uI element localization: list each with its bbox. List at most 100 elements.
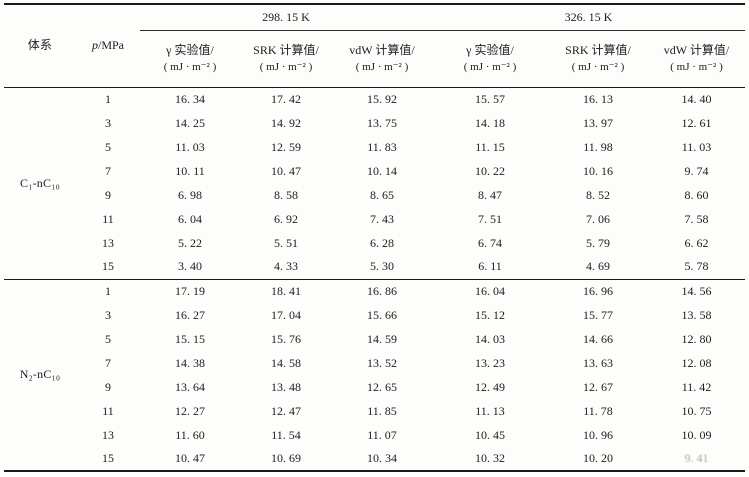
col-header-unit: ( mJ · m⁻² ) (463, 60, 517, 73)
value-cell: 15. 12 (475, 307, 505, 322)
col-header-vdw-326: vdW 计算值/ ( mJ · m⁻² ) (648, 30, 745, 88)
value-cell: 11. 03 (175, 139, 205, 154)
temp-group-326: 326. 15 K (432, 4, 745, 31)
value-cell: 13. 63 (583, 355, 613, 370)
value-cell: 7. 51 (478, 211, 502, 226)
value-cell: 14. 03 (475, 331, 505, 346)
pressure-value: 7 (105, 355, 111, 370)
pressure-value: 5 (105, 331, 111, 346)
value-cell: 5. 30 (370, 259, 394, 274)
value-cell: 10. 45 (475, 427, 505, 442)
col-header-title: vdW 计算值/ (663, 42, 730, 57)
pressure-value: 3 (105, 115, 111, 130)
pressure-value: 1 (76, 278, 140, 303)
pressure-symbol: p (91, 38, 98, 53)
value-cell: 16. 04 (432, 278, 548, 303)
value-cell: 15. 66 (367, 307, 397, 322)
paper-table-page: 体系 p/MPa 298. 15 K 326. 15 K γ 实验值/ ( mJ… (0, 3, 749, 477)
value-cell: 9. 74 (684, 163, 709, 178)
col-header-title: SRK 计算值/ (253, 42, 319, 57)
value-cell: 13. 97 (583, 115, 613, 130)
table-row: 15 3. 40 4. 33 5. 30 6. 11 4. 69 5. 78 (4, 255, 745, 279)
col-header-title: vdW 计算值/ (349, 42, 415, 57)
col-header-unit: ( mJ · m⁻² ) (259, 60, 313, 73)
value-cell: 17. 42 (271, 91, 301, 106)
table-row: 3 14. 25 14. 92 13. 75 14. 18 13. 97 12. 61 (4, 111, 745, 135)
value-cell: 12. 59 (271, 139, 301, 154)
value-cell: 12. 61 (681, 115, 712, 130)
pressure-value: 11 (102, 211, 114, 226)
value-cell: 11. 98 (583, 139, 613, 154)
pressure-value: 9 (105, 187, 111, 202)
value-cell: 8. 58 (274, 187, 298, 202)
value-cell: 17. 04 (271, 307, 301, 322)
value-cell: 11. 85 (367, 403, 397, 418)
value-cell: 6. 74 (478, 235, 502, 250)
table-row: 3 16. 27 17. 04 15. 66 15. 12 15. 77 13. 58 (4, 303, 745, 327)
value-cell: 3. 40 (178, 259, 202, 274)
value-cell: 8. 65 (370, 187, 394, 202)
pressure-value: 15 (102, 259, 114, 274)
value-cell: 7. 06 (586, 211, 610, 226)
table-row: C₁-nC₁₀ 1 16. 34 17. 42 15. 92 15. 57 16. 13 14… (4, 87, 745, 190)
value-cell: 10. 47 (175, 451, 205, 465)
value-cell: 6. 62 (684, 235, 709, 250)
pressure-value: 13 (102, 235, 114, 250)
value-cell: 10. 14 (367, 163, 397, 178)
pressure-value: 11 (102, 403, 114, 418)
value-cell: 13. 48 (271, 379, 301, 394)
value-cell: 15. 57 (475, 91, 505, 106)
value-cell: 12. 47 (271, 403, 301, 418)
value-cell: 12. 08 (681, 355, 712, 370)
value-cell: 10. 69 (271, 451, 301, 465)
system-label: N₂-nC₁₀ (4, 278, 76, 471)
value-cell: 11. 42 (681, 379, 712, 394)
col-header-title: γ 实验值/ (166, 42, 214, 57)
value-cell: 11. 13 (475, 403, 505, 418)
value-cell: 14. 58 (271, 355, 301, 370)
table-row: 11 6. 04 6. 92 7. 43 7. 51 7. 06 7. 58 (4, 207, 745, 231)
value-cell: 13. 52 (367, 355, 397, 370)
value-cell: 6. 28 (370, 235, 394, 250)
value-cell: 10. 96 (583, 427, 613, 442)
pressure-value: 3 (105, 307, 111, 322)
pressure-value: 15 (102, 451, 114, 465)
value-cell: 16. 13 (583, 91, 613, 106)
value-cell: 10. 34 (367, 451, 397, 465)
value-cell: 5. 79 (586, 235, 610, 250)
value-cell: 16. 27 (175, 307, 205, 322)
value-cell: 9. 41 (684, 451, 709, 465)
value-cell: 10. 16 (583, 163, 613, 178)
value-cell: 13. 64 (175, 379, 205, 394)
pressure-value: 9 (105, 379, 111, 394)
value-cell: 15. 77 (583, 307, 613, 322)
value-cell: 10. 47 (271, 163, 301, 178)
value-cell: 16. 96 (548, 278, 648, 303)
value-cell: 12. 80 (681, 331, 712, 346)
value-cell: 4. 33 (274, 259, 298, 274)
value-cell: 11. 78 (583, 403, 613, 418)
value-cell: 8. 52 (586, 187, 610, 202)
value-cell: 4. 69 (586, 259, 610, 274)
table-row: 11 12. 27 12. 47 11. 85 11. 13 11. 78 10. 75 (4, 399, 745, 423)
system-column-header: 体系 (4, 4, 76, 88)
value-cell: 14. 38 (175, 355, 205, 370)
pressure-column-header: p/MPa (76, 4, 140, 88)
value-cell: 5. 22 (178, 235, 202, 250)
table-row: 5 15. 15 15. 76 14. 59 14. 03 14. 66 12. 80 (4, 327, 745, 351)
col-header-vdw-298: vdW 计算值/ ( mJ · m⁻² ) (332, 30, 432, 88)
value-cell: 6. 04 (178, 211, 202, 226)
value-cell: 12. 67 (583, 379, 613, 394)
value-cell: 11. 60 (175, 427, 205, 442)
value-cell: 15. 15 (175, 331, 205, 346)
table-row: 9 13. 64 13. 48 12. 65 12. 49 12. 67 11. 42 (4, 375, 745, 399)
table-row: 13 5. 22 5. 51 6. 28 6. 74 5. 79 6. 62 (4, 231, 745, 255)
table-row: 13 11. 60 11. 54 11. 07 10. 45 10. 96 10. 09 (4, 423, 745, 447)
table-row: 15 10. 47 10. 69 10. 34 10. 32 10. 20 9. 41 (4, 447, 745, 471)
value-cell: 6. 11 (478, 259, 502, 274)
value-cell: 11. 03 (681, 139, 712, 154)
value-cell: 10. 32 (475, 451, 505, 465)
value-cell: 14. 25 (175, 115, 205, 130)
table-row: 7 10. 11 10. 47 10. 14 10. 22 10. 16 9. 74 (4, 159, 745, 183)
surface-tension-table: 体系 p/MPa 298. 15 K 326. 15 K γ 实验值/ ( mJ… (4, 3, 745, 472)
